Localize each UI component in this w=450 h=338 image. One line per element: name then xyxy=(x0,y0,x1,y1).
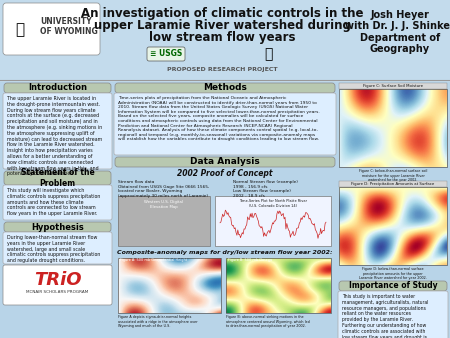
Text: MCNAIR SCHOLARS PROGRAM: MCNAIR SCHOLARS PROGRAM xyxy=(27,290,89,294)
FancyBboxPatch shape xyxy=(3,185,112,220)
Bar xyxy=(215,196,331,246)
Text: Stream flow data
Obtained from USGS Gage Site 0666 1565,
located near Bosler, Wy: Stream flow data Obtained from USGS Gage… xyxy=(118,180,209,198)
Bar xyxy=(339,181,447,187)
Bar xyxy=(339,83,447,89)
Text: An investigation of climatic controls in the: An investigation of climatic controls in… xyxy=(81,7,363,21)
FancyBboxPatch shape xyxy=(115,83,335,93)
Bar xyxy=(0,0,450,82)
FancyBboxPatch shape xyxy=(3,3,100,55)
Text: 🐴: 🐴 xyxy=(15,23,25,38)
FancyBboxPatch shape xyxy=(3,265,112,305)
FancyBboxPatch shape xyxy=(338,291,448,338)
Text: Composite-anomaly maps for dry/low stream flow year 2002:: Composite-anomaly maps for dry/low strea… xyxy=(117,250,333,255)
Text: PROPOSED RESEARCH PROJECT: PROPOSED RESEARCH PROJECT xyxy=(167,68,277,72)
Text: Figure C: below-than-normal surface soil
moisture for the upper Laramie River
wa: Figure C: below-than-normal surface soil… xyxy=(359,169,427,182)
Text: 🌐: 🌐 xyxy=(264,47,272,61)
Text: Figure D: below-than-normal surface
precipitation amounts for the upper
Laramie : Figure D: below-than-normal surface prec… xyxy=(359,267,427,280)
Text: Figure D: Precipitation Amounts at Surface: Figure D: Precipitation Amounts at Surfa… xyxy=(351,182,435,186)
Text: Figure B: above-normal sinking motions in the
atmosphere centered around Wyoming: Figure B: above-normal sinking motions i… xyxy=(226,315,310,328)
Text: upper Laramie River watershed during: upper Laramie River watershed during xyxy=(94,20,351,32)
Text: During lower-than-normal stream flow
years in the upper Laramie River
watershed,: During lower-than-normal stream flow yea… xyxy=(7,235,100,263)
FancyBboxPatch shape xyxy=(4,222,111,232)
Text: Western U.S. Digital
Elevation Map: Western U.S. Digital Elevation Map xyxy=(144,200,184,209)
Text: UNIVERSITY: UNIVERSITY xyxy=(40,18,92,26)
Bar xyxy=(118,258,221,313)
Text: Statement of the
Problem: Statement of the Problem xyxy=(21,168,94,188)
Text: Josh Heyer
with Dr. J. J. Shinker
Department of
Geography: Josh Heyer with Dr. J. J. Shinker Depart… xyxy=(345,9,450,54)
FancyBboxPatch shape xyxy=(339,281,447,291)
Text: ≡ USGS: ≡ USGS xyxy=(150,49,182,58)
Text: Figure A depicts sigma-drier-normal heights
associated with a ridge in the atmos: Figure A depicts sigma-drier-normal heig… xyxy=(118,315,198,328)
Text: The upper Laramie River is located in
the drought-prone intermountain west.
Duri: The upper Laramie River is located in th… xyxy=(7,96,102,176)
Bar xyxy=(118,196,210,246)
Bar xyxy=(226,258,331,313)
FancyBboxPatch shape xyxy=(115,157,335,167)
FancyBboxPatch shape xyxy=(4,83,111,93)
Text: Methods: Methods xyxy=(203,83,247,93)
Text: Figure B: 500 mb Omega: Figure B: 500 mb Omega xyxy=(228,258,272,262)
Text: Normal Stream flow (example)
1998 - 156.9 cfs
Low Stream flow (example)
2002 - 1: Normal Stream flow (example) 1998 - 156.… xyxy=(233,180,298,198)
Text: Figure A: 500 mb Geopotential Height: Figure A: 500 mb Geopotential Height xyxy=(120,258,187,262)
Text: Hypothesis: Hypothesis xyxy=(31,222,84,232)
FancyBboxPatch shape xyxy=(3,232,112,264)
Text: Data Analysis: Data Analysis xyxy=(190,158,260,167)
Text: Time-Series Plot for North Platte River
(U.S. Colorado Division 14): Time-Series Plot for North Platte River … xyxy=(239,199,307,208)
Text: This study will investigate which
climatic controls suppress precipitation
amoun: This study will investigate which climat… xyxy=(7,188,100,216)
FancyBboxPatch shape xyxy=(147,47,185,61)
FancyBboxPatch shape xyxy=(3,93,112,169)
Text: low stream flow years: low stream flow years xyxy=(149,31,295,45)
Text: This study is important to water
management, agriculturalists, natural
resource : This study is important to water managem… xyxy=(342,294,428,338)
Text: Introduction: Introduction xyxy=(28,83,87,93)
Bar xyxy=(339,89,447,167)
FancyBboxPatch shape xyxy=(114,93,336,155)
Text: Figure C: Surface Soil Moisture: Figure C: Surface Soil Moisture xyxy=(363,84,423,88)
Text: OF WYOMING: OF WYOMING xyxy=(40,26,98,35)
Text: Time-series plots of precipitation from the National Oceanic and Atmospheric
Adm: Time-series plots of precipitation from … xyxy=(118,96,320,141)
Text: 2002 Proof of Concept: 2002 Proof of Concept xyxy=(177,169,273,178)
Text: TRiO: TRiO xyxy=(34,271,81,289)
FancyBboxPatch shape xyxy=(4,171,111,185)
Text: Importance of Study: Importance of Study xyxy=(349,282,437,290)
Bar xyxy=(339,187,447,265)
